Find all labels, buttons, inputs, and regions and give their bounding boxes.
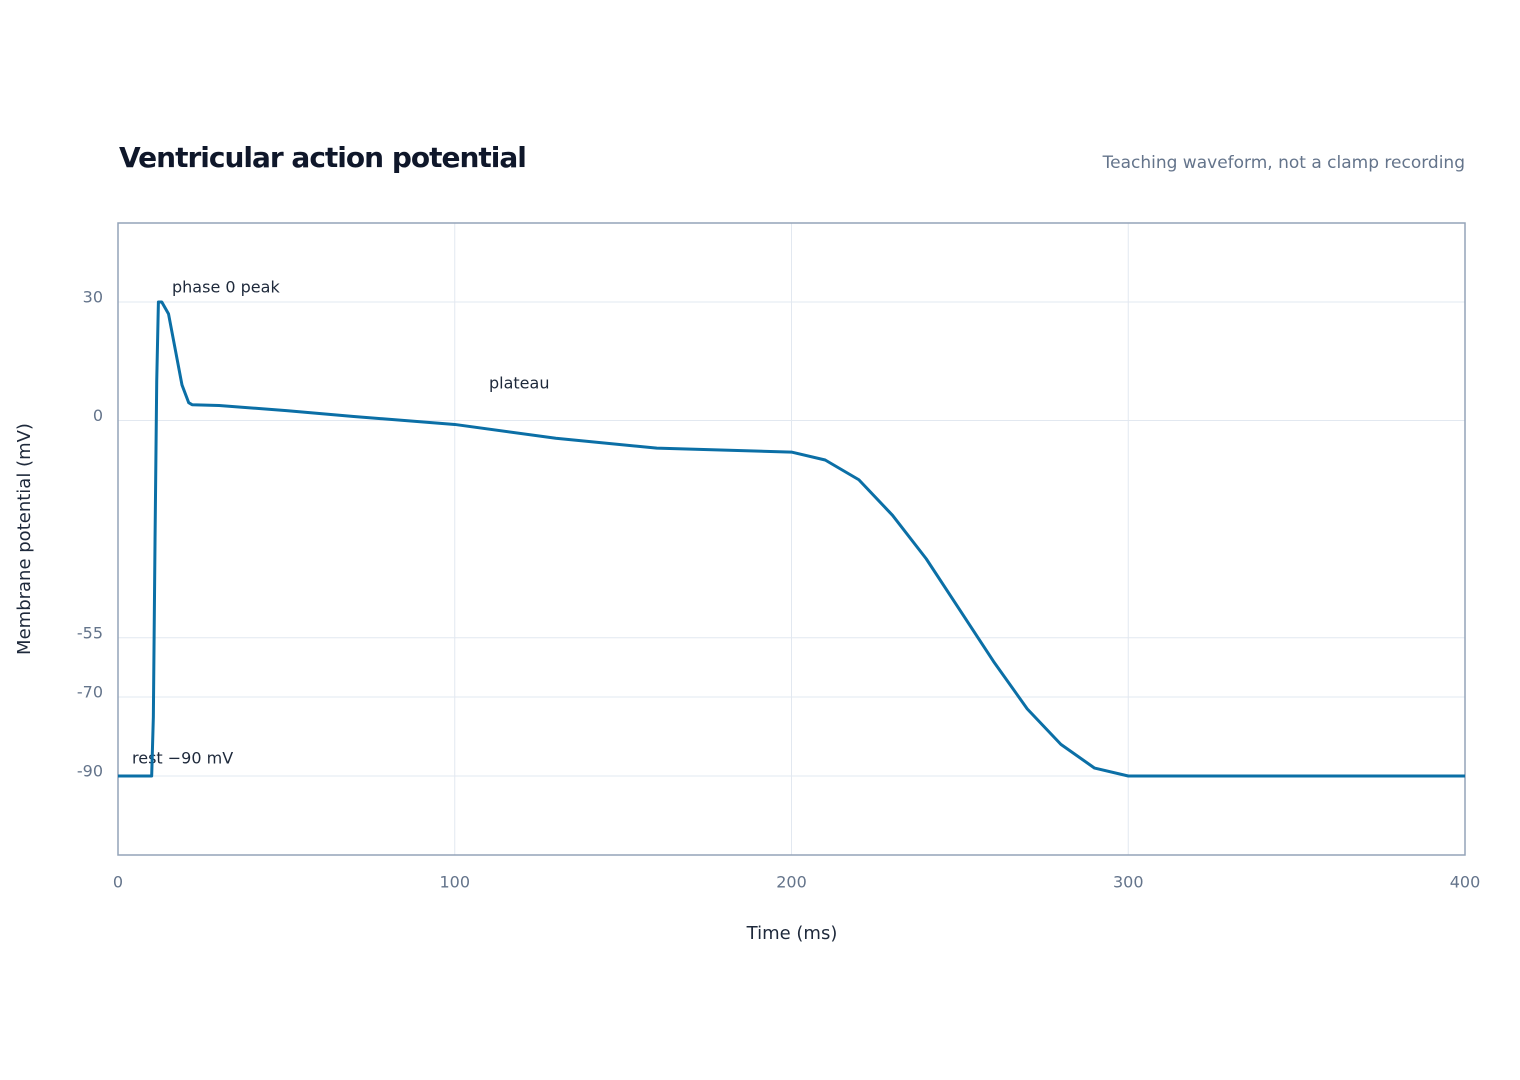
chart-subtitle: Teaching waveform, not a clamp recording	[1102, 153, 1465, 173]
y-axis-label: Membrane potential (mV)	[14, 423, 35, 655]
annotation: plateau	[489, 374, 549, 393]
x-tick-label: 100	[439, 873, 470, 892]
x-tick-label: 200	[776, 873, 807, 892]
y-tick-label: -90	[77, 762, 103, 781]
line-series	[118, 300, 1465, 778]
chart-title: Ventricular action potential	[119, 141, 526, 174]
x-tick-label: 400	[1450, 873, 1481, 892]
x-tick-label: 0	[113, 873, 123, 892]
annotation: rest −90 mV	[132, 749, 233, 768]
y-tick-label: 0	[93, 406, 103, 425]
y-tick-label: -55	[77, 623, 103, 642]
x-tick-label: 300	[1113, 873, 1144, 892]
y-tick-label: 30	[83, 288, 103, 307]
plot-frame	[117, 222, 1466, 856]
x-axis-label: Time (ms)	[746, 923, 838, 944]
annotation: phase 0 peak	[172, 278, 280, 297]
y-tick-label: -70	[77, 683, 103, 702]
